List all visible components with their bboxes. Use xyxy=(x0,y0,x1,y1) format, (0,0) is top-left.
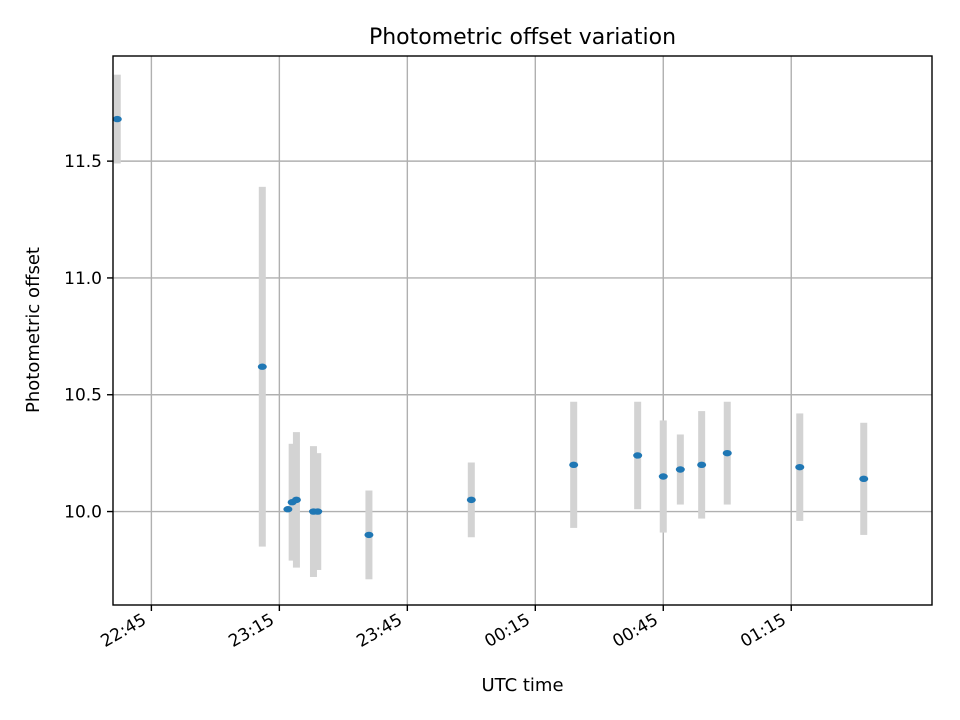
y-axis-label: Photometric offset xyxy=(23,247,44,413)
data-point xyxy=(795,463,805,471)
grid xyxy=(113,56,932,605)
y-tick-label: 11.5 xyxy=(64,152,102,172)
data-point xyxy=(466,496,476,504)
data-point xyxy=(675,466,685,473)
data-point xyxy=(112,115,122,123)
data-point xyxy=(257,363,267,370)
data-points xyxy=(112,115,869,539)
data-point xyxy=(633,452,643,459)
chart-title: Photometric offset variation xyxy=(369,25,676,50)
data-point xyxy=(313,508,323,515)
data-point xyxy=(283,506,293,513)
y-tick-label: 10.5 xyxy=(64,386,102,406)
x-axis-label: UTC time xyxy=(481,675,563,696)
y-tick-label: 11.0 xyxy=(64,269,102,289)
y-tick-label: 10.0 xyxy=(64,503,102,523)
data-point xyxy=(859,475,869,483)
plot-frame xyxy=(112,55,933,606)
data-point xyxy=(569,461,579,469)
data-point xyxy=(722,449,732,457)
data-point xyxy=(697,461,707,469)
data-point xyxy=(364,531,374,539)
data-point xyxy=(658,473,668,480)
data-point xyxy=(291,496,301,504)
